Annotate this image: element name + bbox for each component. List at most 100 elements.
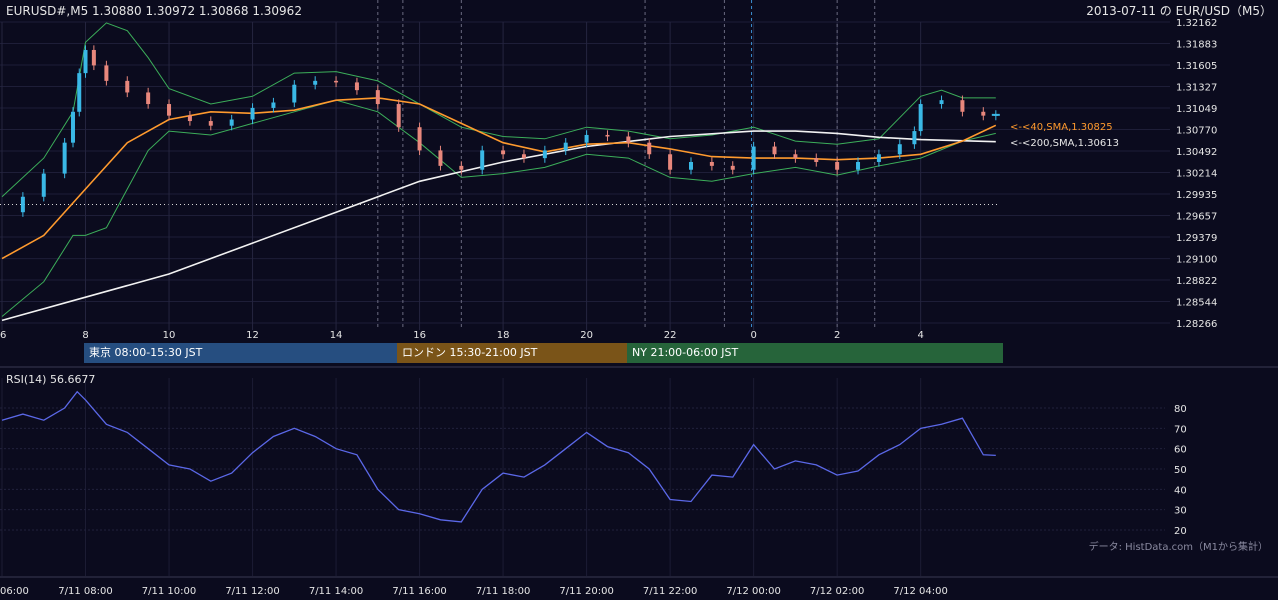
candle-body	[187, 115, 192, 122]
candle-body	[584, 134, 589, 143]
rsi-tick-label: 60	[1174, 445, 1187, 456]
candle-body	[605, 134, 610, 137]
price-series	[1, 22, 1000, 322]
price-tick-label: 1.29657	[1176, 212, 1217, 223]
sma40-label: <-<40,SMA,1.30825	[1010, 122, 1113, 133]
hour-tick-label: 16	[413, 330, 426, 341]
candle-body	[417, 127, 422, 151]
candle-body	[41, 173, 46, 197]
price-tick-label: 1.32162	[1176, 18, 1217, 29]
candle-body	[83, 49, 88, 74]
candle-body	[292, 84, 297, 103]
price-tick-label: 1.31049	[1176, 104, 1217, 115]
session-london: ロンドン 15:30-21:00 JST	[397, 343, 627, 363]
rsi-tick-label: 20	[1174, 526, 1187, 537]
time-tick-label: 7/12 00:00	[726, 586, 780, 597]
candle-body	[77, 73, 82, 112]
candle-body	[939, 100, 944, 105]
time-tick-label: 7/12 04:00	[893, 586, 947, 597]
candle-body	[104, 65, 109, 81]
candle-body	[835, 161, 840, 170]
time-tick-label: 7/11 08:00	[58, 586, 112, 597]
candle-body	[354, 82, 359, 91]
rsi-tick-label: 80	[1174, 404, 1187, 415]
candle-body	[62, 142, 67, 174]
rsi-tick-label: 70	[1174, 424, 1187, 435]
time-tick-label: 7/11 20:00	[559, 586, 613, 597]
hour-tick-label: 8	[82, 330, 88, 341]
hour-tick-label: 10	[163, 330, 176, 341]
candle-body	[912, 131, 917, 145]
candle-body	[480, 150, 485, 170]
candle-body	[438, 150, 443, 166]
price-tick-label: 1.29379	[1176, 233, 1217, 244]
price-tick-label: 1.29935	[1176, 190, 1217, 201]
hour-tick-label: 12	[246, 330, 259, 341]
rsi-title: RSI(14) 56.6677	[6, 373, 95, 386]
price-tick-label: 1.30770	[1176, 126, 1217, 137]
candle-body	[542, 150, 547, 159]
candle-body	[772, 146, 777, 155]
time-tick-label: 7/11 10:00	[142, 586, 196, 597]
rsi-axis: 80 70 60 50 40 30 20	[1174, 404, 1187, 537]
data-attribution: データ: HistData.com（M1から集計）	[1089, 540, 1268, 553]
price-tick-label: 1.28266	[1176, 319, 1217, 330]
candle-body	[334, 80, 339, 83]
candle-body	[459, 165, 464, 170]
price-tick-label: 1.31327	[1176, 83, 1217, 94]
candle-body	[856, 161, 861, 170]
time-tick-label: 7/11 12:00	[225, 586, 279, 597]
session-ny: NY 21:00-06:00 JST	[627, 343, 1003, 363]
candle-body	[647, 142, 652, 155]
hour-axis: 6 8 10 12 14 16 18 20 22 0 2 4	[0, 330, 924, 341]
time-tick-label: 06:00	[0, 586, 29, 597]
price-tick-label: 1.30214	[1176, 169, 1217, 180]
hour-tick-label: 2	[834, 330, 840, 341]
rsi-tick-label: 40	[1174, 485, 1187, 496]
rsi-tick-label: 30	[1174, 506, 1187, 517]
time-tick-label: 7/11 22:00	[643, 586, 697, 597]
candle-body	[313, 80, 318, 85]
candle-body	[229, 119, 234, 126]
candle-body	[146, 92, 151, 105]
candle-body	[751, 146, 756, 170]
main-grid	[0, 0, 1170, 576]
candle-body	[960, 100, 965, 112]
time-tick-label: 7/12 02:00	[810, 586, 864, 597]
symbol-info: EURUSD#,M5 1.30880 1.30972 1.30868 1.309…	[6, 4, 302, 18]
rsi-tick-label: 50	[1174, 465, 1187, 476]
session-tokyo: 東京 08:00-15:30 JST	[84, 343, 397, 363]
hour-tick-label: 6	[0, 330, 6, 341]
time-tick-label: 7/11 18:00	[476, 586, 530, 597]
candle-body	[563, 142, 568, 151]
candle-body	[626, 136, 631, 143]
price-tick-label: 1.31883	[1176, 40, 1217, 51]
candle-body	[709, 161, 714, 166]
rsi-line	[1, 390, 996, 523]
hour-tick-label: 20	[580, 330, 593, 341]
candle-body	[501, 150, 506, 155]
price-tick-label: 1.28822	[1176, 276, 1217, 287]
candle-body	[668, 154, 673, 170]
time-axis: 06:00 7/11 08:00 7/11 10:00 7/11 12:00 7/11 …	[0, 586, 948, 597]
upper-band-line	[1, 22, 996, 198]
candle-body	[125, 80, 130, 93]
candle-body	[897, 144, 902, 155]
candle-body	[688, 161, 693, 170]
candle-body	[814, 158, 819, 162]
price-tick-label: 1.31605	[1176, 61, 1217, 72]
price-tick-label: 1.30492	[1176, 147, 1217, 158]
candle-body	[208, 121, 213, 126]
candle-body	[396, 104, 401, 128]
candle-body	[730, 165, 735, 170]
hour-tick-label: 4	[917, 330, 923, 341]
time-tick-label: 7/11 14:00	[309, 586, 363, 597]
price-tick-label: 1.28544	[1176, 298, 1217, 309]
candle-body	[250, 107, 255, 120]
hour-tick-label: 22	[664, 330, 677, 341]
sma200-label: <-<200,SMA,1.30613	[1010, 138, 1119, 149]
candle-body	[521, 154, 526, 159]
candle-body	[70, 111, 75, 143]
